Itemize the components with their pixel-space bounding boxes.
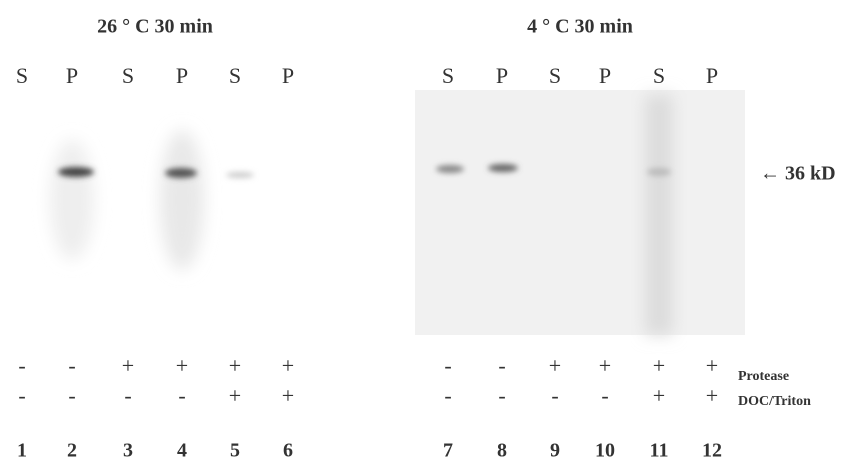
row-label: DOC/Triton: [738, 394, 811, 409]
detergent-sign: -: [18, 383, 25, 408]
lane-label: S: [549, 63, 561, 88]
detergent-sign: -: [444, 383, 451, 408]
detergent-sign: -: [498, 383, 505, 408]
protease-sign: +: [549, 353, 561, 378]
protease-sign: +: [282, 353, 294, 378]
lane-label: P: [176, 63, 188, 88]
detergent-sign: -: [68, 383, 75, 408]
lane-number: 6: [283, 440, 293, 462]
detergent-sign: +: [229, 383, 241, 408]
protease-sign: +: [176, 353, 188, 378]
lane-label: S: [16, 63, 28, 88]
lane-number: 3: [123, 440, 133, 462]
lane-number: 7: [443, 440, 453, 462]
protease-sign: -: [498, 353, 505, 378]
lane-number: 1: [17, 440, 27, 462]
gel-smear: [645, 95, 673, 335]
lane-label: P: [599, 63, 611, 88]
protease-sign: -: [444, 353, 451, 378]
gel-left: [50, 130, 204, 270]
protease-sign: +: [653, 353, 665, 378]
detergent-sign: -: [601, 383, 608, 408]
lane-number: 12: [702, 440, 722, 462]
detergent-sign: -: [551, 383, 558, 408]
protease-sign: -: [68, 353, 75, 378]
row-label: Protease: [738, 369, 789, 384]
protease-sign: +: [706, 353, 718, 378]
lane-number: 5: [230, 440, 240, 462]
bands: [58, 164, 671, 178]
lane-label: S: [122, 63, 134, 88]
detergent-sign: -: [124, 383, 131, 408]
detergent-sign: +: [653, 383, 665, 408]
protease-sign: -: [18, 353, 25, 378]
lane-label: S: [653, 63, 665, 88]
panel-title: 4 ° C 30 min: [527, 16, 633, 38]
lane-number: 2: [67, 440, 77, 462]
lane-label: P: [282, 63, 294, 88]
lane-number: 9: [550, 440, 560, 462]
lane-label: S: [229, 63, 241, 88]
lane-label: P: [66, 63, 78, 88]
protease-sign: +: [122, 353, 134, 378]
panel-title: 26 ° C 30 min: [97, 16, 213, 38]
protease-sign: +: [599, 353, 611, 378]
protease-sign: +: [229, 353, 241, 378]
gel-right: [415, 90, 745, 335]
detergent-sign: -: [178, 383, 185, 408]
marker: ← 36 kD: [760, 163, 836, 185]
lane-label: P: [706, 63, 718, 88]
lane-label: P: [496, 63, 508, 88]
detergent-sign: +: [706, 383, 718, 408]
lane-number: 4: [177, 440, 187, 462]
lane-number: 8: [497, 440, 507, 462]
detergent-sign: +: [282, 383, 294, 408]
lane-number: 11: [650, 440, 669, 462]
lane-number: 10: [595, 440, 615, 462]
lane-label: S: [442, 63, 454, 88]
